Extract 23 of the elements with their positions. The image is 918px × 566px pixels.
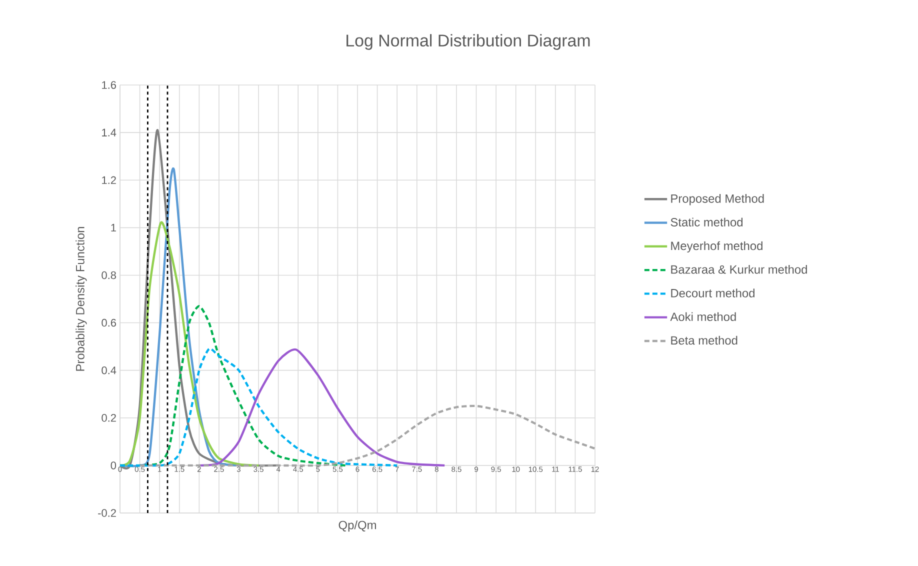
y-tick-label: 0.4 [102,366,116,374]
legend-label: Bazaraa & Kurkur method [671,264,807,274]
legend-label: Proposed Method [671,194,764,206]
y-tick-label: 1.4 [102,128,116,136]
line-series [138,404,596,467]
line-series [120,222,260,467]
x-axis-title: Qp/Qm [338,520,376,532]
legend-label: Meyerhof method [671,241,762,252]
y-tick-label: 1.6 [102,81,116,89]
line-series [120,348,398,467]
legend-label: Beta method [671,336,738,345]
y-tick-label: 0.2 [102,414,116,422]
chart-title: Log Normal Distribution Diagram [346,34,590,50]
y-axis-title: Probablity Density Function [76,227,87,371]
y-tick-label: 1.2 [102,176,116,184]
line-series [198,348,446,467]
legend-label: Aoki method [670,312,736,322]
y-tick-label: -0.2 [98,509,116,517]
y-tick-label: 1 [111,224,116,232]
y-tick-label: 0.6 [102,318,116,327]
y-tick-label: 0.8 [102,271,116,280]
legend-label: Static method [670,218,742,226]
legend-label: Decourt method [671,288,754,298]
